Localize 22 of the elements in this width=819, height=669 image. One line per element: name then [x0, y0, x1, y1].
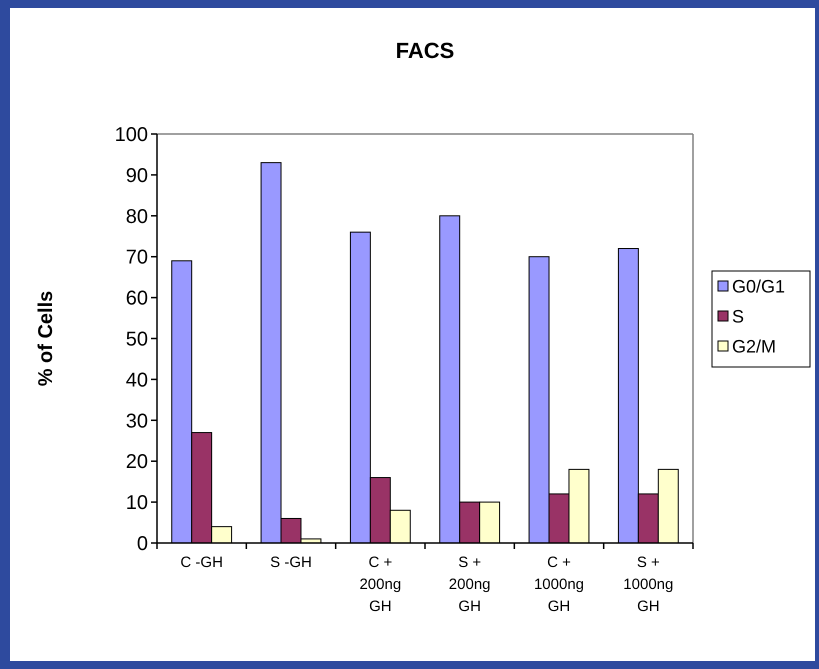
x-tick-label: S -GH — [270, 554, 312, 571]
y-tick-label: 40 — [126, 369, 148, 392]
x-tick-label: S + 1000ng GH — [623, 554, 674, 615]
x-tick-label: C -GH — [180, 554, 223, 571]
legend-label: G0/G1 — [732, 276, 786, 296]
y-tick-label: 30 — [126, 410, 148, 432]
y-tick-label: 20 — [126, 451, 148, 474]
y-tick-label: 80 — [126, 206, 148, 228]
y-tick-label: 90 — [126, 164, 148, 187]
x-tick-label: S + 200ng GH — [448, 554, 491, 615]
legend-label: G2/M — [732, 336, 776, 356]
y-tick-label: 0 — [136, 533, 148, 555]
chart-title: FACS — [396, 38, 454, 63]
y-axis-title: % of Cells — [35, 290, 57, 386]
y-tick-label: 60 — [126, 288, 148, 310]
y-tick-label: 100 — [114, 124, 148, 146]
x-tick-label: C + 1000ng GH — [534, 554, 584, 615]
legend-label: S — [732, 306, 744, 326]
y-tick-label: 70 — [126, 246, 148, 269]
y-tick-label: 10 — [126, 492, 148, 514]
x-tick-label: C + 200ng GH — [359, 554, 402, 615]
y-tick-label: 50 — [126, 328, 148, 350]
